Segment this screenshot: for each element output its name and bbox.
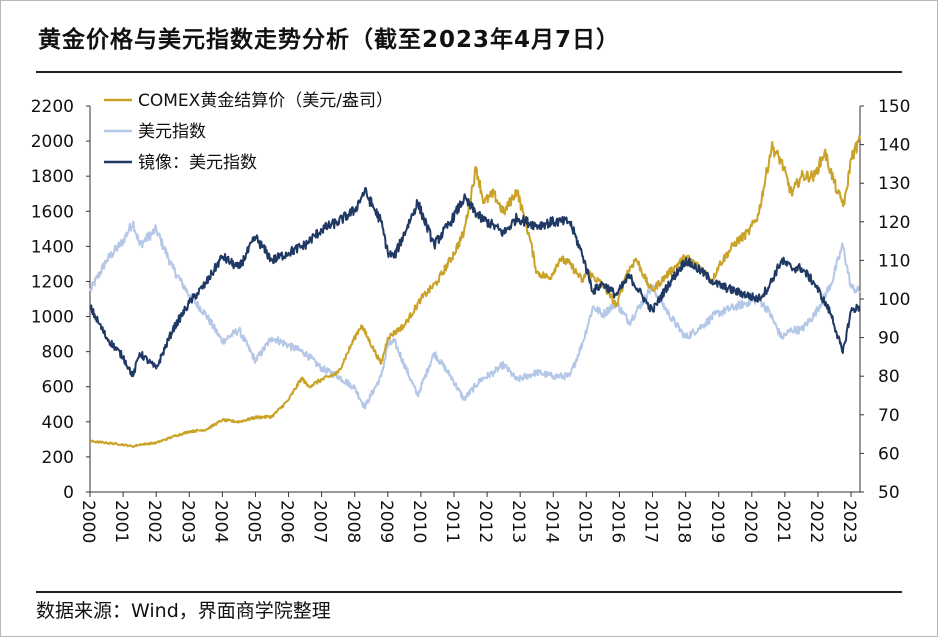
x-tick-label: 2002 [144,500,164,543]
x-tick-label: 2021 [773,500,793,543]
y-left-tick-label: 0 [63,483,74,503]
y-right-tick-label: 110 [878,251,910,271]
x-tick-label: 2000 [78,500,98,543]
y-right-tick-label: 150 [878,97,910,117]
x-tick-label: 2008 [343,500,363,543]
y-left-tick-label: 2000 [31,132,74,152]
y-left-tick-label: 600 [42,378,74,398]
x-tick-label: 2001 [111,500,131,543]
legend-label-mirror: 镜像：美元指数 [138,153,257,173]
x-tick-label: 2016 [607,500,627,543]
y-left-tick-label: 1600 [31,202,74,222]
x-tick-label: 2015 [574,500,594,543]
x-tick-label: 2022 [806,500,826,543]
x-tick-label: 2010 [409,500,429,543]
chart-axes: 0 200 400 600 800 1000 1200 1400 1600 1800 2000 220… [31,97,911,543]
source-rule [36,591,902,593]
x-tick-label: 2005 [243,500,263,543]
x-tick-label: 2013 [508,500,528,543]
y-right-tick-label: 50 [878,483,900,503]
series-line-mirror [89,187,861,378]
x-tick-label: 2023 [839,500,859,543]
x-tick-label: 2009 [376,500,396,543]
x-tick-label: 2018 [674,500,694,543]
x-tick-label: 2012 [475,500,495,543]
source-note: 数据来源：Wind，界面商学院整理 [36,600,331,622]
x-tick-label: 2019 [707,500,727,543]
x-tick-label: 2011 [442,500,462,543]
y-left-tick-label: 1400 [31,237,74,257]
chart-title: 黄金价格与美元指数走势分析（截至2023年4月7日） [38,27,621,53]
y-left-tick-label: 200 [42,448,74,468]
x-tick-label: 2017 [641,500,661,543]
y-right-tick-label: 80 [878,367,900,387]
x-tick-label: 2004 [210,500,230,543]
y-right-tick-label: 70 [878,406,900,426]
y-left-tick-label: 1800 [31,167,74,187]
y-right-tick-label: 100 [878,290,910,310]
legend-label-usd: 美元指数 [138,122,206,142]
y-right-tick-label: 130 [878,174,910,194]
y-left-tick-label: 2200 [31,97,74,117]
y-right-tick-label: 140 [878,136,910,156]
y-left-tick-label: 800 [42,343,74,363]
x-tick-label: 2007 [310,500,330,543]
y-left-tick-label: 1200 [31,272,74,292]
x-tick-label: 2003 [177,500,197,543]
chart-series [89,134,861,448]
x-tick-label: 2006 [277,500,297,543]
y-right-tick-label: 60 [878,444,900,464]
y-right-tick-label: 120 [878,213,910,233]
y-left-tick-label: 400 [42,413,74,433]
y-left-tick-label: 1000 [31,308,74,328]
x-tick-label: 2020 [740,500,760,543]
series-line-usd [89,220,861,410]
y-right-tick-label: 90 [878,329,900,349]
title-rule [36,71,902,73]
legend-label-gold: COMEX黄金结算价（美元/盎司） [138,91,393,111]
x-tick-label: 2014 [541,500,561,543]
series-line-gold [89,134,861,448]
